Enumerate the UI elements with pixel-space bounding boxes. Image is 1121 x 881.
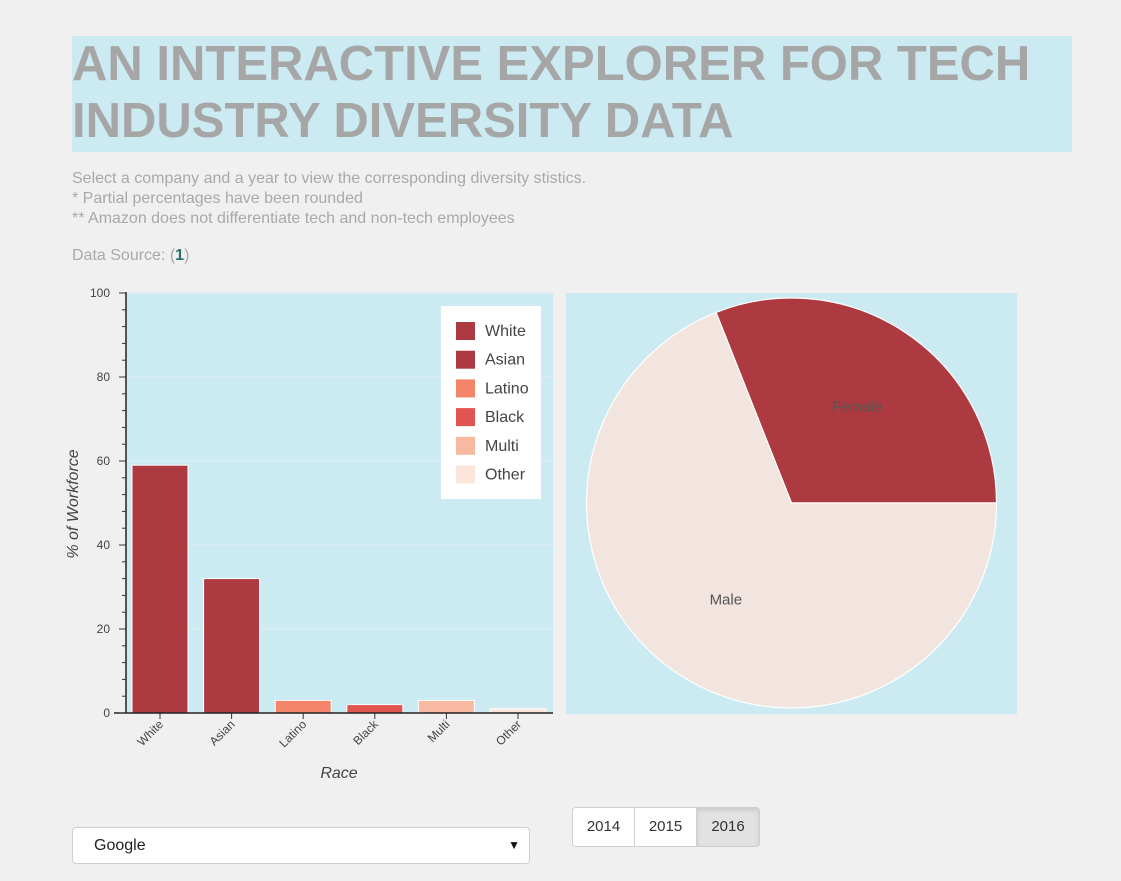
title-banner: AN INTERACTIVE EXPLORER FOR TECH INDUSTR… xyxy=(72,36,1072,152)
x-tick-label-other: Other xyxy=(493,717,524,748)
x-axis-label: Race xyxy=(320,765,357,782)
y-tick-label-0: 0 xyxy=(103,706,110,720)
race-bar-chart-svg: White Asian Latino Black Multi Other 0 20 40 60 80… xyxy=(65,286,553,782)
chevron-down-icon: ▼ xyxy=(508,838,520,852)
company-select-value: Google xyxy=(94,837,146,854)
race-bar-chart: White Asian Latino Black Multi Other 0 20 40 60 80… xyxy=(60,284,560,794)
data-source-link[interactable]: 1 xyxy=(175,247,185,264)
x-tick-label-white: White xyxy=(135,717,167,749)
y-tick-label-80: 80 xyxy=(97,370,111,384)
year-button-2014[interactable]: 2014 xyxy=(573,808,635,846)
page-title: AN INTERACTIVE EXPLORER FOR TECH INDUSTR… xyxy=(72,36,1072,150)
legend-swatch-other xyxy=(456,465,475,484)
y-tick-label-60: 60 xyxy=(97,454,111,468)
y-axis-label: % of Workforce xyxy=(65,449,82,558)
bar-white xyxy=(131,464,189,714)
legend-label-white: White xyxy=(485,323,526,340)
description: Select a company and a year to view the … xyxy=(72,169,586,229)
legend-swatch-multi xyxy=(456,436,475,455)
legend-label-black: Black xyxy=(485,409,525,426)
x-tick-label-black: Black xyxy=(350,717,381,748)
page-title-line-1: AN INTERACTIVE EXPLORER FOR TECH xyxy=(72,37,1031,91)
x-tick-label-multi: Multi xyxy=(425,717,453,745)
legend-label-latino: Latino xyxy=(485,380,529,397)
pie-label-female: Female xyxy=(832,398,882,415)
data-source-prefix: Data Source: ( xyxy=(72,247,176,264)
y-tick-label-100: 100 xyxy=(90,286,110,300)
description-line-1: Select a company and a year to view the … xyxy=(72,170,587,187)
year-button-2016[interactable]: 2016 xyxy=(697,808,759,846)
bar-asian xyxy=(203,578,261,714)
year-button-2015[interactable]: 2015 xyxy=(635,808,697,846)
legend-label-other: Other xyxy=(485,467,526,484)
pie-label-male: Male xyxy=(710,592,743,609)
legend-swatch-black xyxy=(456,408,475,427)
bar-latino xyxy=(274,699,332,714)
data-source-suffix: ) xyxy=(184,247,190,264)
legend-label-asian: Asian xyxy=(485,352,525,369)
legend-swatch-asian xyxy=(456,350,475,369)
pie-slice-female xyxy=(715,297,998,504)
company-select[interactable]: Google ▼ xyxy=(72,827,530,864)
x-tick-label-latino: Latino xyxy=(276,717,309,750)
legend-swatch-latino xyxy=(456,379,475,398)
year-button-group: 2014 2015 2016 xyxy=(572,807,760,847)
gender-pie-chart: Female Male xyxy=(566,293,1017,714)
page-title-line-2: INDUSTRY DIVERSITY DATA xyxy=(72,94,734,148)
pie-slice-male xyxy=(585,311,998,709)
data-source: Data Source: (1) xyxy=(72,246,189,266)
bar-black xyxy=(346,704,404,714)
legend-swatch-white xyxy=(456,322,475,340)
bar-multi xyxy=(417,699,475,714)
y-tick-label-20: 20 xyxy=(97,622,111,636)
x-tick-label-asian: Asian xyxy=(207,717,238,748)
description-line-2: * Partial percentages have been rounded xyxy=(72,190,363,207)
gender-pie-chart-svg: Female Male xyxy=(566,293,1017,714)
description-line-3: ** Amazon does not differentiate tech an… xyxy=(72,210,515,227)
y-tick-label-40: 40 xyxy=(97,538,111,552)
legend-label-multi: Multi xyxy=(485,438,519,455)
